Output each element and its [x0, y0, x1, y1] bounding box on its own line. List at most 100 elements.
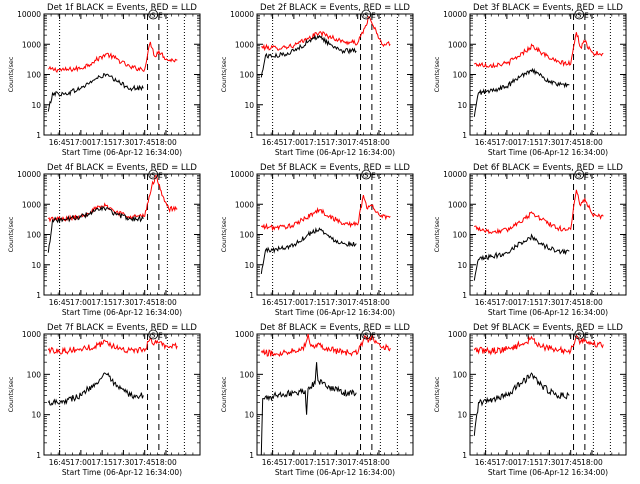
x-tick-label: 17:00 [496, 298, 518, 307]
x-tick-label: 17:45 [134, 138, 156, 147]
chart-panel-2: Det 2f BLACK = Events, RED = LLD 1 10 100 10… [220, 3, 414, 157]
chart-panel-9: Det 9f BLACK = Events, RED = LLD 1 10 100 10… [433, 323, 627, 477]
chart-title: Det 8f BLACK = Events, RED = LLD [260, 323, 410, 333]
y-axis-label: Counts/sec [433, 376, 441, 412]
x-axis-label: Start Time (06-Apr-12 16:34:00) [488, 468, 608, 477]
x-tick-label: 18:00 [368, 458, 390, 467]
x-axis-label: Start Time (06-Apr-12 16:34:00) [488, 308, 608, 317]
end-marker-label: E [371, 172, 375, 180]
start-marker-circle [574, 329, 585, 340]
y-tick-label: 1 [249, 291, 254, 300]
y-tick-label: 10 [31, 101, 41, 110]
series-line-events [47, 372, 144, 406]
x-tick-label: 17:15 [304, 138, 326, 147]
chart-title: Det 9f BLACK = Events, RED = LLD [473, 323, 623, 333]
y-tick-label: 10 [31, 261, 41, 270]
y-tick-label: 100 [453, 231, 468, 240]
x-tick-label: 17:00 [70, 458, 92, 467]
chart-panel-8: Det 8f BLACK = Events, RED = LLD 1 10 100 10… [220, 323, 414, 477]
start-marker-circle [361, 169, 372, 180]
x-axis-label: Start Time (06-Apr-12 16:34:00) [488, 148, 608, 157]
x-tick-label: 17:00 [283, 458, 305, 467]
y-tick-label: 1 [462, 291, 467, 300]
start-marker-circle [361, 9, 372, 20]
x-tick-label: 17:45 [347, 298, 369, 307]
x-tick-label: 16:45 [475, 298, 497, 307]
y-tick-label: 1000 [22, 40, 41, 49]
start-marker-circle [361, 329, 372, 340]
x-axis-label: Start Time (06-Apr-12 16:34:00) [62, 308, 182, 317]
x-tick-label: 17:30 [326, 138, 348, 147]
chart-title: Det 7f BLACK = Events, RED = LLD [47, 323, 197, 333]
y-tick-label: 10 [457, 261, 467, 270]
y-tick-label: 10 [244, 411, 254, 420]
start-marker-label: S [151, 332, 156, 340]
x-tick-label: 17:15 [304, 298, 326, 307]
y-tick-label: 100 [27, 231, 42, 240]
x-axis-label: Start Time (06-Apr-12 16:34:00) [275, 468, 395, 477]
chart-title: Det 1f BLACK = Events, RED = LLD [47, 3, 197, 13]
x-axis-label: Start Time (06-Apr-12 16:34:00) [62, 148, 182, 157]
x-tick-label: 18:00 [581, 298, 603, 307]
chart-title: Det 6f BLACK = Events, RED = LLD [473, 163, 623, 173]
y-tick-label: 1 [462, 451, 467, 460]
start-marker-label: S [577, 332, 582, 340]
x-tick-label: 18:00 [581, 138, 603, 147]
y-tick-label: 100 [27, 71, 42, 80]
plot-frame [43, 333, 201, 456]
x-tick-label: 16:45 [49, 138, 71, 147]
y-tick-label: 1000 [448, 40, 467, 49]
y-tick-label: 1 [36, 291, 41, 300]
x-tick-label: 18:00 [368, 138, 390, 147]
y-tick-label: 100 [27, 370, 42, 379]
end-marker-label: E [158, 12, 162, 20]
y-tick-label: 100 [240, 231, 255, 240]
chart-title: Det 5f BLACK = Events, RED = LLD [260, 163, 410, 173]
x-tick-label: 16:45 [262, 458, 284, 467]
x-tick-label: 16:45 [475, 458, 497, 467]
x-tick-label: 17:30 [326, 298, 348, 307]
chart-panel-3: Det 3f BLACK = Events, RED = LLD 1 10 100 10… [433, 3, 627, 157]
y-axis-label: Counts/sec [7, 216, 15, 252]
series-line-lld [473, 189, 604, 235]
y-tick-label: 1000 [235, 40, 254, 49]
chart-panel-7: Det 7f BLACK = Events, RED = LLD 1 10 100 10… [7, 323, 201, 477]
y-tick-label: 100 [453, 71, 468, 80]
y-axis-label: Counts/sec [433, 56, 441, 92]
series-line-lld [473, 335, 604, 356]
x-tick-label: 17:45 [134, 298, 156, 307]
series-line-lld [260, 194, 391, 232]
chart-title: Det 3f BLACK = Events, RED = LLD [473, 3, 623, 13]
series-line-lld [47, 336, 178, 355]
x-tick-label: 17:15 [517, 458, 539, 467]
series-line-lld [261, 16, 391, 52]
start-marker-label: S [151, 172, 156, 180]
x-tick-label: 18:00 [368, 298, 390, 307]
series-line-events [260, 34, 357, 78]
end-marker-label: E [584, 172, 588, 180]
y-tick-label: 1000 [235, 200, 254, 209]
x-tick-label: 17:15 [91, 138, 113, 147]
series-line-lld [260, 333, 391, 357]
x-tick-label: 18:00 [155, 138, 177, 147]
end-marker-label: E [371, 12, 375, 20]
chart-title: Det 2f BLACK = Events, RED = LLD [260, 3, 410, 13]
end-marker-label: E [584, 332, 588, 340]
x-tick-label: 18:00 [155, 298, 177, 307]
y-tick-label: 10000 [230, 170, 254, 179]
plot-frame [256, 173, 414, 296]
x-axis-label: Start Time (06-Apr-12 16:34:00) [275, 308, 395, 317]
x-tick-label: 17:30 [113, 298, 135, 307]
y-axis-label: Counts/sec [433, 216, 441, 252]
series-line-lld [474, 32, 604, 69]
x-tick-label: 17:30 [539, 298, 561, 307]
x-tick-label: 17:15 [517, 298, 539, 307]
start-marker-circle [148, 329, 159, 340]
y-tick-label: 10 [31, 411, 41, 420]
y-tick-label: 1000 [448, 200, 467, 209]
x-tick-label: 17:00 [496, 458, 518, 467]
plot-frame [43, 13, 201, 136]
x-tick-label: 17:00 [70, 138, 92, 147]
x-tick-label: 17:30 [326, 458, 348, 467]
